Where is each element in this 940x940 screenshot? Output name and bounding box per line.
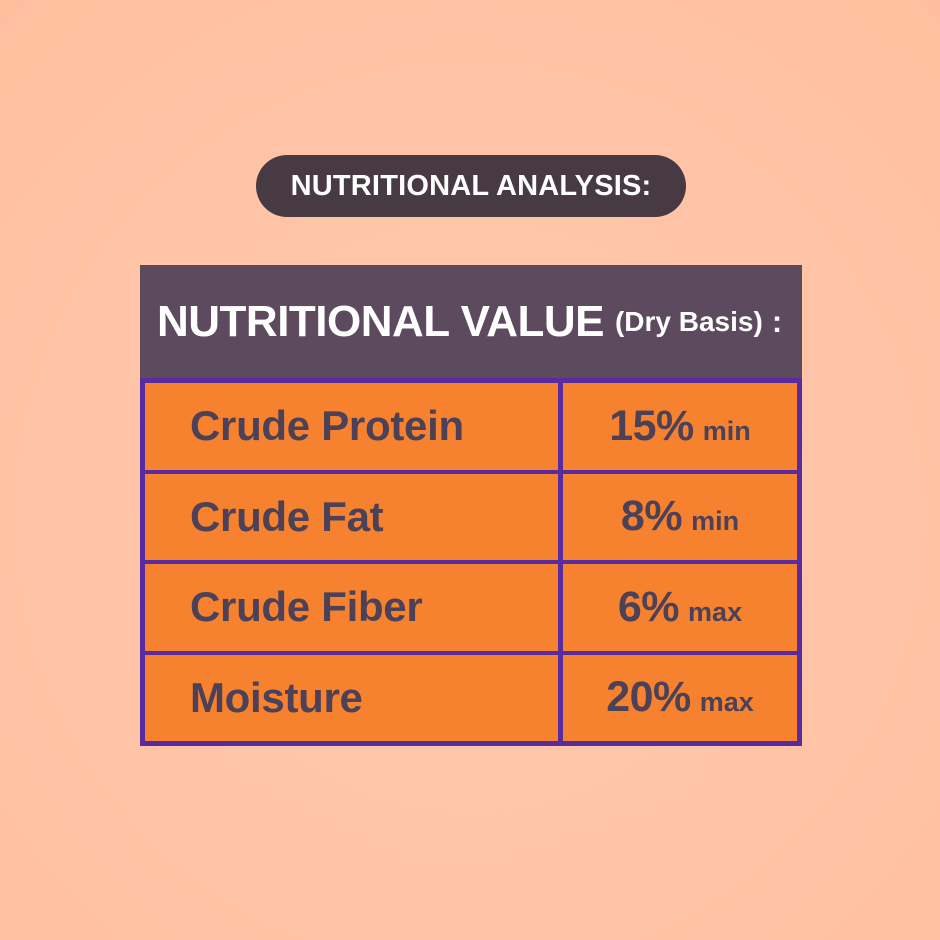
table-header-colon: : xyxy=(771,303,783,339)
nutrient-label: Moisture xyxy=(190,673,363,721)
nutrient-label: Crude Fiber xyxy=(190,583,423,631)
nutrient-label-cell: Crude Fiber xyxy=(145,564,563,651)
nutrient-qualifier: min xyxy=(691,506,740,537)
nutrient-value-cell: 6% max xyxy=(563,564,797,651)
nutrient-value-group: 6% max xyxy=(618,583,742,632)
title-badge: NUTRITIONAL ANALYSIS: xyxy=(256,155,686,217)
nutrient-label-cell: Moisture xyxy=(145,654,563,741)
nutrient-label-cell: Crude Fat xyxy=(145,473,563,560)
table-header-subtitle: (Dry Basis) xyxy=(614,305,763,337)
table-row-moisture: Moisture 20% max xyxy=(145,650,797,741)
nutrient-label-cell: Crude Protein xyxy=(145,383,563,470)
table-header-title: NUTRITIONAL VALUE xyxy=(157,296,604,346)
nutrient-value-group: 20% max xyxy=(606,673,754,722)
table-row-crude-fiber: Crude Fiber 6% max xyxy=(145,560,797,651)
nutrient-qualifier: max xyxy=(688,596,743,627)
nutrient-label: Crude Protein xyxy=(190,402,464,450)
nutrient-value-cell: 8% min xyxy=(563,473,797,560)
table-row-crude-fat: Crude Fat 8% min xyxy=(145,469,797,560)
table-row-crude-protein: Crude Protein 15% min xyxy=(145,383,797,470)
nutrition-table: NUTRITIONAL VALUE (Dry Basis) : Crude Pr… xyxy=(140,265,802,746)
nutrient-value: 8% xyxy=(620,492,683,541)
nutrient-qualifier: min xyxy=(702,415,751,446)
nutrient-value-group: 15% min xyxy=(609,402,751,451)
table-header: NUTRITIONAL VALUE (Dry Basis) : xyxy=(140,265,802,378)
nutrient-value: 6% xyxy=(617,582,680,631)
table-body: Crude Protein 15% min Crude Fat 8% min xyxy=(140,378,802,746)
nutrient-value-cell: 20% max xyxy=(563,654,797,741)
nutrient-value-group: 8% min xyxy=(621,492,739,541)
nutrient-value: 20% xyxy=(606,673,691,722)
nutrient-label: Crude Fat xyxy=(190,492,384,540)
nutrient-qualifier: max xyxy=(699,687,754,718)
nutrient-value-cell: 15% min xyxy=(563,383,797,470)
title-badge-label: NUTRITIONAL ANALYSIS: xyxy=(290,169,652,202)
nutrient-value: 15% xyxy=(609,401,694,450)
